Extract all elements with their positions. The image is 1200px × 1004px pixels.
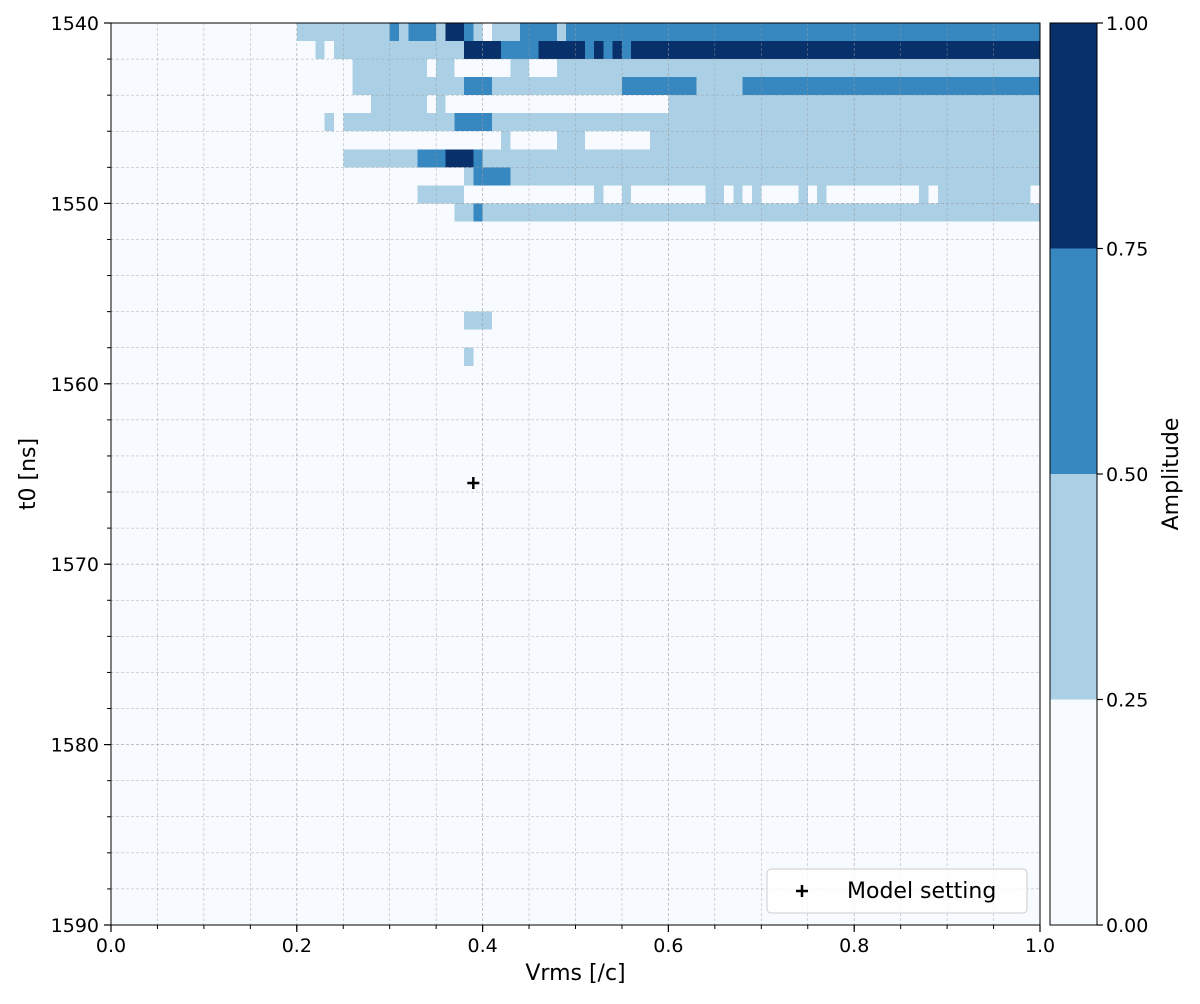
x-tick-label: 0.4 <box>467 935 497 957</box>
colorbar-segment <box>1050 474 1097 700</box>
heatmap-cell <box>510 59 530 78</box>
x-tick-label: 0.2 <box>282 935 312 957</box>
heatmap-cell <box>696 77 743 96</box>
heatmap-cell <box>519 23 557 42</box>
heatmap-cell <box>937 185 1031 204</box>
colorbar-tick-label: 0.00 <box>1106 915 1148 937</box>
heatmap-cell <box>398 23 409 42</box>
x-tick-label: 0.6 <box>653 935 683 957</box>
heatmap-cell <box>621 41 632 60</box>
heatmap-cell <box>584 41 595 60</box>
heatmap-cell <box>491 77 622 96</box>
y-axis-ticks: 1540 1550 1560 1570 1580 1590 <box>51 13 111 937</box>
heatmap-cell <box>417 185 465 204</box>
heatmap-cell <box>603 41 613 60</box>
heatmap-cell <box>594 41 604 60</box>
x-tick-label: 1.0 <box>1025 935 1055 957</box>
y-tick-label: 1570 <box>51 554 99 576</box>
heatmap-cell <box>333 41 465 60</box>
legend-plus-icon <box>796 885 808 897</box>
grid-lines <box>110 22 1041 926</box>
heatmap-cell <box>631 41 1040 60</box>
legend-marker-icon <box>796 885 808 897</box>
heatmap-cell <box>621 185 632 204</box>
model-setting-markers <box>467 477 480 490</box>
heatmap-cell <box>482 203 1041 222</box>
x-axis-label: Vrms [/c] <box>525 961 625 986</box>
heatmap-cell <box>436 23 446 42</box>
heatmap-cell <box>436 95 446 114</box>
heatmap-cell <box>445 149 474 168</box>
heatmap-cell <box>556 23 567 42</box>
heatmap-cell <box>649 131 1040 150</box>
heatmap-cell <box>315 41 325 60</box>
heatmap-cell <box>464 347 474 366</box>
heatmap-cell <box>742 77 1040 96</box>
heatmap-cell <box>464 23 474 42</box>
heatmap-cell <box>612 41 622 60</box>
heatmap-cell <box>296 23 390 42</box>
x-tick-label: 0.8 <box>839 935 869 957</box>
heatmap-cell <box>343 149 418 168</box>
heatmap-cell <box>408 23 437 42</box>
heatmap-cell <box>752 185 762 204</box>
heatmap-cell <box>445 23 465 42</box>
y-tick-label: 1580 <box>51 735 99 757</box>
colorbar-tick-label: 0.75 <box>1106 239 1148 261</box>
colorbar: 0.00 0.25 0.50 0.75 1.00 <box>1049 13 1148 937</box>
heatmap-cell <box>464 167 474 186</box>
legend-box <box>766 868 1028 914</box>
colorbar-segment <box>1050 248 1097 474</box>
model-setting-marker <box>467 477 480 490</box>
heatmap-cell <box>473 149 483 168</box>
heatmap-cell <box>556 131 585 150</box>
heatmap-cell <box>343 113 455 132</box>
heatmap-cell <box>510 167 1041 186</box>
colorbar-label: Amplitude <box>1159 418 1184 531</box>
heatmap-cell <box>473 167 511 186</box>
legend: Model setting <box>766 868 1028 914</box>
heatmap-cell <box>556 59 1040 78</box>
colorbar-tick-label: 1.00 <box>1106 13 1148 35</box>
heatmap-cell <box>501 41 539 60</box>
y-tick-label: 1540 <box>51 13 99 35</box>
colorbar-segment <box>1050 23 1097 249</box>
heatmap-cell <box>733 185 743 204</box>
heatmap-cell <box>473 23 483 42</box>
heatmap-cell <box>538 41 585 60</box>
heatmap-cell <box>491 23 520 42</box>
heatmap-cell <box>389 23 399 42</box>
heatmap-cell <box>473 203 483 222</box>
heatmap-cell <box>566 23 1040 42</box>
heatmap-cell <box>454 203 474 222</box>
legend-label: Model setting <box>847 879 996 904</box>
heatmap-cell <box>594 185 604 204</box>
heatmap-cell <box>798 185 808 204</box>
y-axis-label: t0 [ns] <box>16 438 41 510</box>
colorbar-tick-label: 0.50 <box>1106 464 1148 486</box>
heatmap-cell <box>371 95 427 114</box>
x-axis-ticks: 0.0 0.2 0.4 0.6 0.8 1.0 <box>96 925 1055 957</box>
colorbar-segment <box>1050 699 1097 925</box>
heatmap-cell <box>436 59 455 78</box>
heatmap-cell <box>482 23 492 42</box>
heatmap-cell <box>501 131 511 150</box>
y-tick-label: 1550 <box>51 193 99 215</box>
heatmap-cell <box>919 185 929 204</box>
heatmap-cell <box>817 185 827 204</box>
heatmap-cell <box>491 113 1040 132</box>
heatmap-cell <box>464 77 492 96</box>
y-tick-label: 1590 <box>51 915 99 937</box>
colorbar-tick-label: 0.25 <box>1106 690 1148 712</box>
heatmap-cell <box>621 77 697 96</box>
heatmap-cell <box>324 113 334 132</box>
heatmap-cell <box>352 77 465 96</box>
heatmap-cell <box>454 113 492 132</box>
heatmap-cell <box>464 311 492 330</box>
x-tick-label: 0.0 <box>96 935 126 957</box>
y-tick-label: 1560 <box>51 374 99 396</box>
heatmap-cell <box>417 149 446 168</box>
